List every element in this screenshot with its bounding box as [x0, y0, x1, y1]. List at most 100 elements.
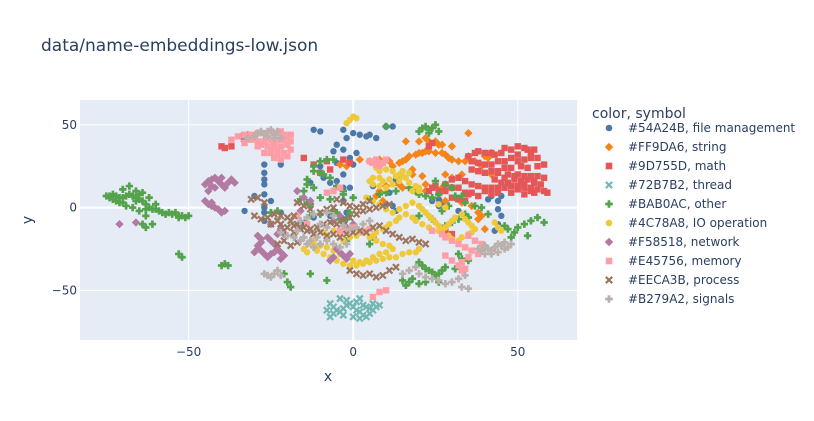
legend-entry: #4C78A8, IO operation — [628, 216, 767, 230]
data-point — [263, 233, 272, 242]
data-point — [454, 215, 463, 223]
data-point — [461, 198, 469, 207]
data-point — [323, 231, 331, 240]
data-point — [263, 127, 272, 136]
data-point — [276, 220, 285, 228]
data-point — [316, 169, 324, 177]
data-point — [442, 187, 449, 195]
data-point — [349, 313, 358, 321]
data-point — [359, 220, 367, 228]
data-point — [261, 204, 268, 211]
data-point — [500, 245, 509, 253]
data-point — [478, 240, 485, 248]
data-point — [442, 204, 449, 211]
data-point — [376, 288, 383, 296]
data-point — [355, 294, 364, 303]
data-point — [366, 225, 373, 233]
data-point — [320, 250, 327, 258]
data-point — [514, 171, 521, 178]
legend-marker — [604, 237, 614, 247]
data-point — [448, 257, 456, 264]
chart-title: data/name-embeddings-low.json — [41, 36, 318, 56]
data-point — [533, 213, 542, 222]
data-point — [409, 214, 416, 221]
data-point — [131, 218, 141, 227]
data-point — [484, 210, 492, 218]
data-point — [346, 159, 354, 167]
data-point — [339, 190, 347, 199]
legend-entry: #FF9DA6, string — [628, 140, 726, 154]
data-point — [461, 271, 469, 280]
data-point — [260, 198, 269, 207]
data-point — [283, 278, 292, 286]
data-point — [504, 171, 512, 178]
data-point — [247, 195, 255, 204]
data-point — [254, 143, 261, 150]
data-point — [336, 243, 344, 251]
data-point — [373, 134, 380, 142]
data-point — [428, 124, 436, 132]
data-point — [448, 278, 456, 286]
data-point — [253, 193, 262, 202]
data-point — [524, 164, 531, 172]
data-point — [494, 158, 502, 165]
data-point — [388, 230, 397, 238]
legend-marker — [605, 276, 613, 284]
data-point — [329, 212, 338, 220]
data-point — [389, 181, 396, 188]
data-point — [286, 217, 295, 225]
data-point — [128, 192, 137, 200]
data-point — [504, 225, 512, 233]
data-point — [527, 154, 535, 162]
data-point — [342, 240, 351, 248]
data-point — [247, 131, 255, 138]
data-point — [405, 266, 413, 275]
data-point — [488, 184, 495, 191]
data-point — [379, 159, 387, 167]
data-point — [253, 231, 262, 240]
data-point — [165, 208, 173, 217]
data-point — [527, 172, 535, 180]
data-point — [494, 248, 502, 256]
data-point — [316, 157, 324, 165]
data-point — [507, 164, 515, 172]
data-point — [277, 228, 285, 237]
data-point — [514, 182, 521, 190]
data-point — [438, 230, 446, 238]
data-point — [263, 213, 272, 222]
data-point — [175, 213, 183, 222]
data-point — [105, 193, 114, 202]
data-point — [310, 126, 317, 133]
data-point — [507, 182, 515, 190]
data-point — [471, 202, 479, 210]
data-point — [431, 121, 440, 129]
data-point — [402, 202, 410, 210]
data-point — [345, 249, 355, 259]
data-point — [421, 122, 430, 131]
data-point — [435, 190, 443, 199]
data-point — [119, 193, 127, 202]
data-point — [437, 140, 447, 149]
data-point — [398, 270, 407, 278]
data-point — [475, 159, 482, 167]
data-point — [527, 217, 535, 225]
data-point — [293, 198, 302, 207]
data-point — [544, 189, 551, 196]
data-point — [138, 220, 147, 228]
data-point — [441, 263, 450, 271]
data-point — [280, 136, 288, 143]
data-point — [234, 133, 242, 140]
data-point — [290, 233, 298, 242]
data-point — [454, 157, 463, 166]
data-point — [481, 169, 489, 177]
data-point — [306, 196, 315, 206]
data-point — [135, 190, 143, 199]
data-point — [356, 131, 363, 138]
data-point — [488, 167, 495, 175]
data-point — [250, 212, 259, 220]
data-point — [339, 222, 347, 230]
data-point — [382, 287, 390, 294]
data-point — [267, 208, 275, 217]
data-point — [425, 143, 433, 150]
data-point — [514, 223, 522, 232]
